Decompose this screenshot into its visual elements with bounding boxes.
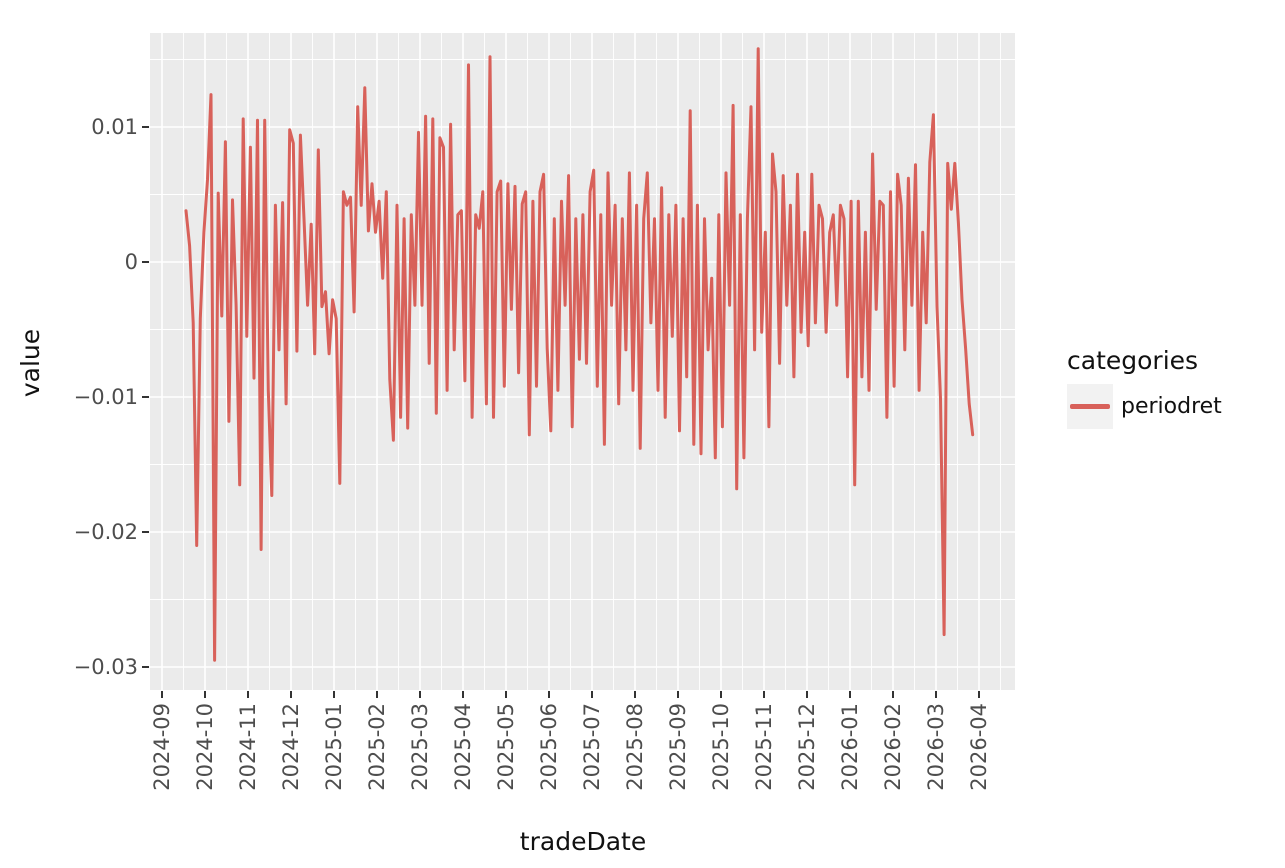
y-tick-label: 0 <box>124 250 138 274</box>
x-tick-label: 2025-04 <box>451 703 475 791</box>
x-tick-label: 2025-02 <box>365 703 389 791</box>
x-tick-label: 2025-06 <box>537 703 561 791</box>
x-tick-label: 2025-12 <box>795 703 819 791</box>
x-tick-label: 2025-05 <box>494 703 518 791</box>
legend-key-swatch <box>1067 384 1113 429</box>
x-tick-label: 2026-04 <box>967 703 991 791</box>
legend-entry-label: periodret <box>1121 393 1222 419</box>
y-tick-label: −0.02 <box>73 520 138 544</box>
x-tick-label: 2026-02 <box>881 703 905 791</box>
x-tick-label: 2024-10 <box>193 703 217 791</box>
x-tick-label: 2025-07 <box>580 703 604 791</box>
x-tick-label: 2024-11 <box>236 703 260 791</box>
series-line-periodret <box>184 47 975 662</box>
legend-entry: periodret <box>1067 384 1222 429</box>
x-axis-title: tradeDate <box>519 827 647 856</box>
x-tick-label: 2024-09 <box>150 703 174 791</box>
y-tick-label: −0.01 <box>73 385 138 409</box>
x-tick-label: 2026-03 <box>924 703 948 791</box>
y-axis-title: value <box>16 328 45 398</box>
legend: categories periodret <box>1067 346 1222 429</box>
x-tick-label: 2025-03 <box>408 703 432 791</box>
x-tick-label: 2025-11 <box>752 703 776 791</box>
x-tick-label: 2024-12 <box>279 703 303 791</box>
x-tick-label: 2026-01 <box>838 703 862 791</box>
x-tick-label: 2025-08 <box>623 703 647 791</box>
y-tick-label: 0.01 <box>91 115 138 139</box>
x-tick-label: 2025-01 <box>322 703 346 791</box>
legend-title: categories <box>1067 346 1199 375</box>
legend-line-icon <box>1070 404 1110 409</box>
x-tick-label: 2025-10 <box>709 703 733 791</box>
y-tick-label: −0.03 <box>73 655 138 679</box>
x-tick-label: 2025-09 <box>666 703 690 791</box>
